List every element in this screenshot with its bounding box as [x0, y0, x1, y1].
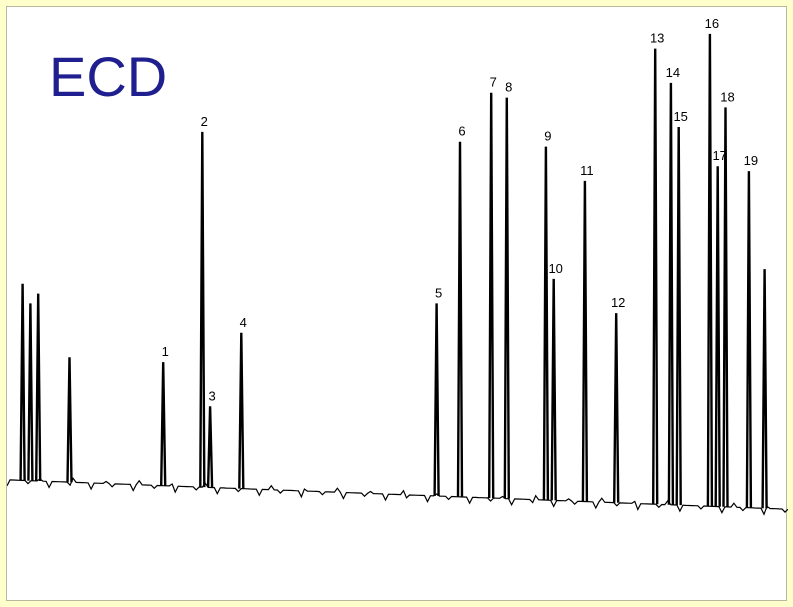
peak-label-10: 10 — [548, 261, 562, 276]
peak-9 — [542, 146, 550, 501]
chart-frame: ECD 1 2 3 4 5 6 7 8 9 10 11 12 13 14 15 16 17 18 19 — [6, 6, 788, 601]
peak-label-7: 7 — [490, 75, 497, 90]
peak-10 — [550, 278, 557, 501]
peak-2 — [199, 131, 206, 488]
peak-label-16: 16 — [705, 16, 719, 31]
peak-3 — [206, 406, 214, 488]
peak-5 — [433, 303, 440, 497]
peak-6 — [456, 141, 464, 497]
peak-11 — [581, 180, 589, 502]
peak-label-3: 3 — [208, 388, 215, 403]
peak-7 — [488, 92, 495, 499]
peak-17 — [714, 166, 721, 507]
peak-label-11: 11 — [580, 163, 594, 178]
peak-layer — [19, 33, 768, 509]
peak-label-18: 18 — [720, 89, 734, 104]
peak-15 — [675, 126, 682, 506]
peak-label-19: 19 — [744, 153, 758, 168]
peak-label-9: 9 — [544, 129, 551, 144]
peak-u2 — [35, 293, 42, 482]
peak-1 — [160, 362, 167, 486]
peak-19 — [745, 171, 753, 508]
peak-u0 — [19, 283, 26, 481]
peak-label-5: 5 — [435, 285, 442, 300]
peak-4 — [238, 332, 245, 489]
peak-u3 — [66, 357, 73, 483]
peak-label-2: 2 — [201, 114, 208, 129]
peak-label-6: 6 — [458, 124, 465, 139]
peak-label-14: 14 — [666, 65, 680, 80]
peak-16 — [706, 33, 714, 507]
peak-u1 — [27, 303, 34, 481]
peak-8 — [503, 97, 510, 499]
peak-label-13: 13 — [650, 31, 664, 46]
peak-label-1: 1 — [162, 344, 169, 359]
peak-14 — [667, 82, 675, 505]
peak-label-12: 12 — [611, 295, 625, 310]
baseline-trace — [7, 477, 788, 516]
peak-12 — [613, 313, 620, 503]
chart-title: ECD — [49, 45, 168, 108]
peak-label-17: 17 — [712, 148, 726, 163]
peak-u23 — [761, 269, 768, 509]
trace-layer — [7, 477, 788, 516]
peak-18 — [722, 107, 729, 507]
peak-label-15: 15 — [673, 109, 687, 124]
peak-13 — [652, 48, 659, 505]
peak-label-4: 4 — [240, 315, 247, 330]
peak-label-8: 8 — [505, 80, 512, 95]
